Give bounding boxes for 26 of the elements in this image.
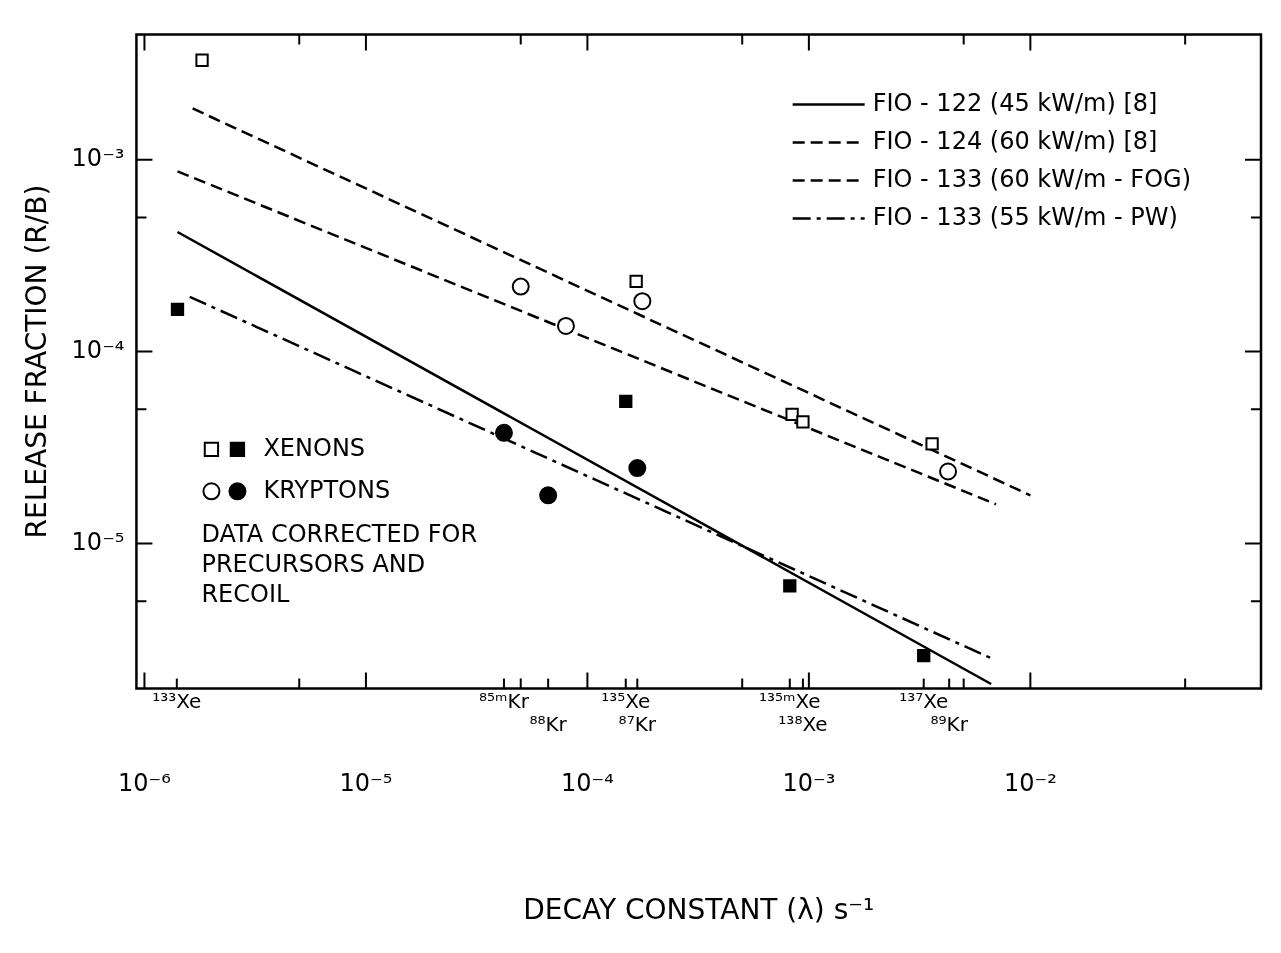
- y-tick-label: 10⁻⁵: [71, 527, 125, 556]
- x-tick-label: 10⁻⁶: [118, 769, 171, 798]
- annotation: ⁸⁵ᵐKr: [479, 688, 530, 713]
- legend-label: FIO - 124 (60 kW/m) [8]: [872, 126, 1158, 155]
- legend-label: FIO - 122 (45 kW/m) [8]: [872, 88, 1158, 117]
- annotation: ¹³⁷Xe: [899, 688, 949, 713]
- annotation: ¹³⁵Xe: [601, 688, 651, 713]
- annotation: ⁸⁹Kr: [930, 711, 969, 736]
- annotation: ¹³⁸Xe: [778, 711, 828, 736]
- y-axis-title: RELEASE FRACTION (R/B): [20, 184, 54, 539]
- legend-label: FIO - 133 (60 kW/m - FOG): [872, 164, 1191, 193]
- x-tick-label: 10⁻³: [782, 769, 836, 798]
- legend-label: KRYPTONS: [263, 475, 391, 504]
- annotation: ¹³³Xe: [152, 688, 202, 713]
- y-tick-label: 10⁻³: [71, 143, 125, 172]
- x-tick-label: 10⁻⁵: [339, 769, 393, 798]
- x-tick-label: 10⁻²: [1003, 769, 1057, 798]
- annotation: ¹³⁵ᵐXe: [758, 688, 821, 713]
- legend-label: XENONS: [263, 433, 366, 462]
- legend-label: FIO - 133 (55 kW/m - PW): [872, 202, 1178, 231]
- annotation: ⁸⁸Kr: [529, 711, 568, 736]
- x-tick-label: 10⁻⁴: [560, 769, 614, 798]
- annotation: ⁸⁷Kr: [618, 711, 657, 736]
- x-axis-title: DECAY CONSTANT (λ) s⁻¹: [523, 893, 875, 927]
- y-tick-label: 10⁻⁴: [71, 335, 125, 364]
- annotation: DATA CORRECTED FOR PRECURSORS AND RECOIL: [201, 519, 478, 608]
